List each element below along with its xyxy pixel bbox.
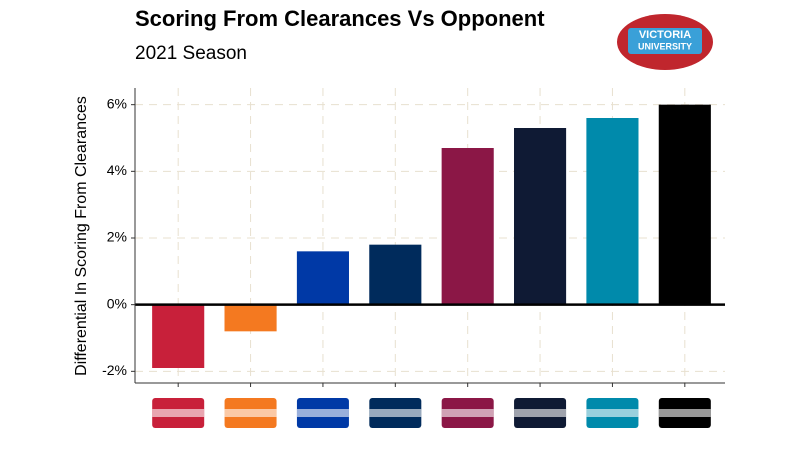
team-logo-stripe bbox=[369, 409, 422, 417]
bar bbox=[441, 148, 494, 305]
logo-text: VICTORIA bbox=[639, 29, 691, 41]
y-tick-label: -2% bbox=[102, 362, 127, 378]
team-logo-stripe bbox=[152, 409, 205, 417]
bar bbox=[514, 128, 567, 305]
bar bbox=[586, 118, 639, 305]
sponsor-logo: VICTORIA UNIVERSITY bbox=[617, 14, 713, 70]
team-logo-stripe bbox=[514, 409, 567, 417]
y-tick-label: 0% bbox=[107, 295, 127, 311]
bar bbox=[658, 104, 711, 305]
team-logo-stripe bbox=[296, 409, 349, 417]
team-logo-stripe bbox=[658, 409, 711, 417]
bar bbox=[224, 304, 277, 332]
y-tick-label: 2% bbox=[107, 229, 127, 245]
team-logo-stripe bbox=[224, 409, 277, 417]
logo-text: UNIVERSITY bbox=[638, 41, 692, 51]
y-tick-label: 4% bbox=[107, 162, 127, 178]
team-logo-stripe bbox=[441, 409, 494, 417]
y-tick-label: 6% bbox=[107, 95, 127, 111]
bar bbox=[296, 251, 349, 305]
team-logo-stripe bbox=[586, 409, 639, 417]
chart-subtitle: 2021 Season bbox=[135, 43, 247, 64]
bar bbox=[369, 244, 422, 305]
bar bbox=[152, 304, 205, 368]
chart-title: Scoring From Clearances Vs Opponent bbox=[135, 6, 545, 31]
y-axis-label: Differential In Scoring From Clearances bbox=[73, 96, 90, 376]
logo-badge bbox=[628, 28, 702, 54]
